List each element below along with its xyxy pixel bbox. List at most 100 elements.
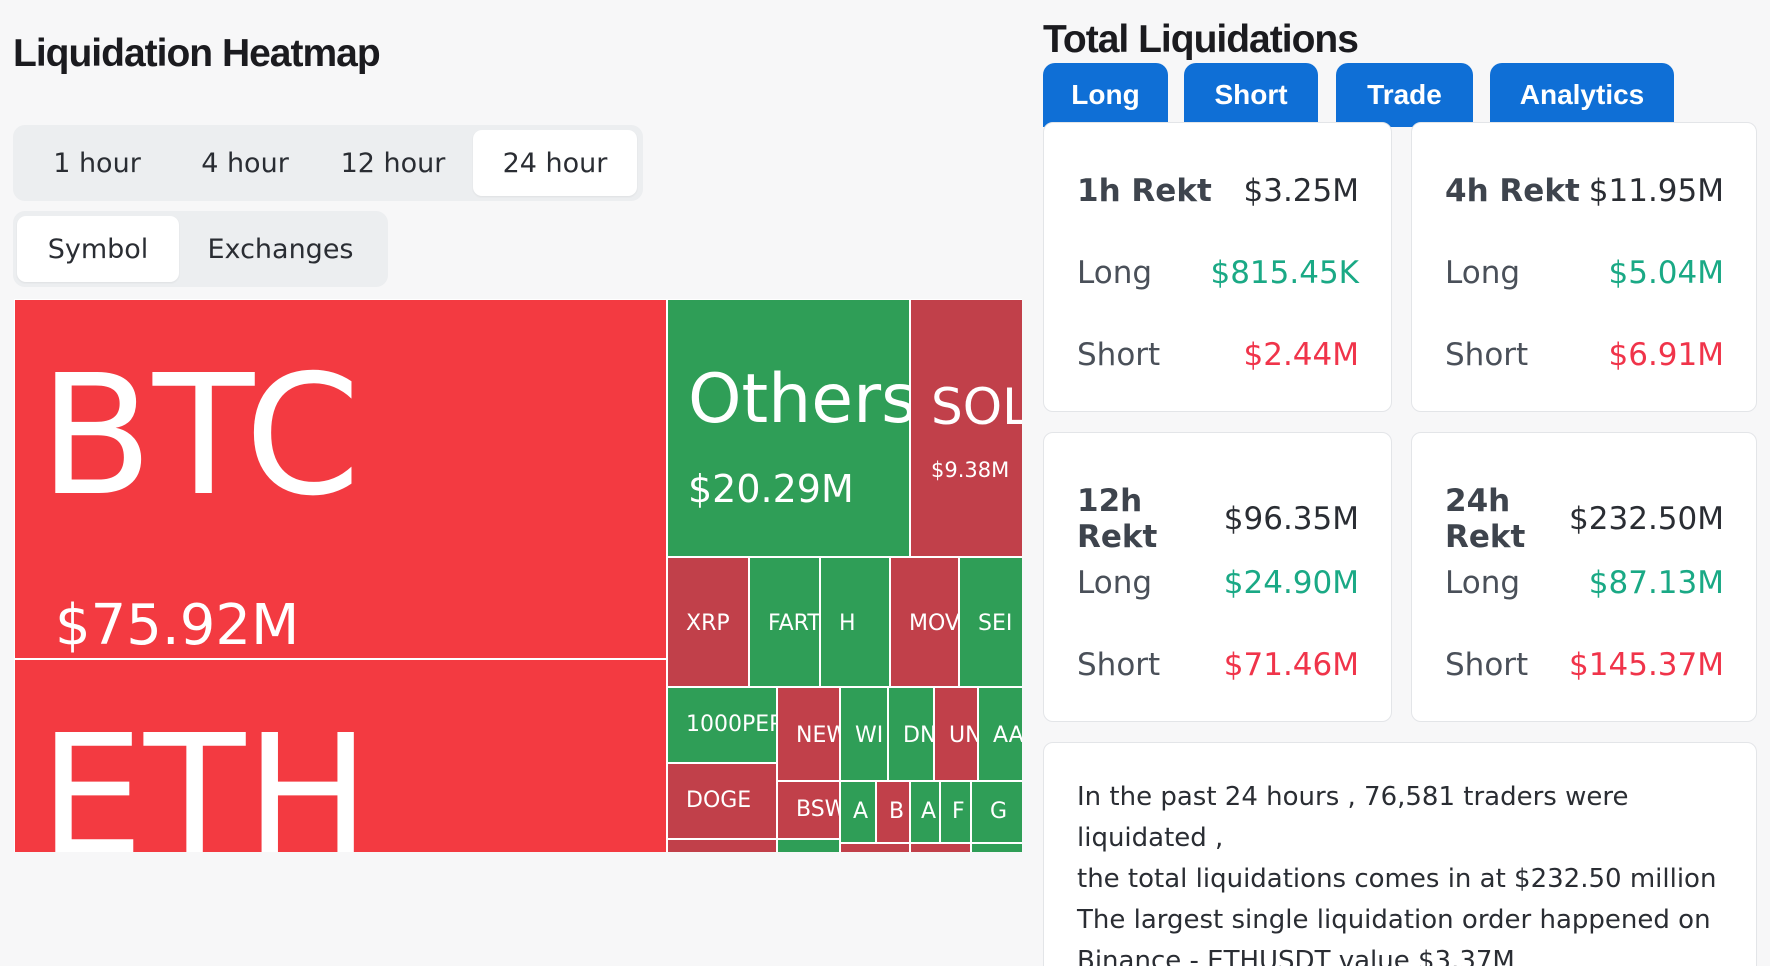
- time-tab-24h[interactable]: 24 hour: [473, 130, 637, 196]
- tab-long[interactable]: Long: [1043, 63, 1168, 127]
- tile-btc[interactable]: BTC $75.92M: [14, 299, 667, 659]
- tile-symbol: G: [990, 799, 1008, 824]
- rekt-card-4h: 4h Rekt $11.95M Long $5.04M Short $6.91M: [1411, 122, 1757, 412]
- long-value: $5.04M: [1608, 255, 1725, 291]
- short-value: $6.91M: [1608, 337, 1725, 373]
- tile-small[interactable]: [667, 839, 777, 852]
- tile-sei[interactable]: SEI: [959, 557, 1022, 687]
- short-value: $71.46M: [1223, 647, 1359, 683]
- tile-symbol: DOGE: [686, 788, 752, 813]
- card-short-row: Short $145.37M: [1445, 647, 1724, 683]
- tile-a[interactable]: A: [910, 781, 940, 843]
- tile-xrp[interactable]: XRP: [667, 557, 749, 687]
- long-label: Long: [1445, 565, 1521, 601]
- tile-others[interactable]: Others $20.29M: [667, 299, 910, 557]
- short-label: Short: [1445, 647, 1529, 683]
- tile-g[interactable]: G: [971, 781, 1022, 843]
- tile-small[interactable]: [777, 839, 840, 852]
- tab-analytics[interactable]: Analytics: [1490, 63, 1674, 127]
- card-period: 4h Rekt: [1445, 173, 1580, 209]
- tile-eth[interactable]: ETH: [14, 659, 667, 852]
- card-header-row: 24h Rekt $232.50M: [1445, 483, 1724, 555]
- tile-un[interactable]: UN: [934, 687, 978, 781]
- tile-h[interactable]: H: [820, 557, 890, 687]
- card-total: $3.25M: [1243, 173, 1360, 209]
- tile-a[interactable]: A: [840, 781, 876, 843]
- tile-f[interactable]: F: [940, 781, 971, 843]
- group-by-selector: Symbol Exchanges: [13, 211, 388, 287]
- tile-value: $75.92M: [55, 593, 300, 658]
- liquidation-summary: In the past 24 hours , 76,581 traders we…: [1043, 742, 1757, 966]
- card-header-row: 12h Rekt $96.35M: [1077, 483, 1359, 555]
- summary-line: Binance - ETHUSDT value $3.37M: [1077, 946, 1515, 966]
- long-value: $24.90M: [1223, 565, 1359, 601]
- tile-symbol: BTC: [39, 340, 361, 533]
- card-short-row: Short $2.44M: [1077, 337, 1359, 373]
- card-total: $232.50M: [1569, 501, 1724, 537]
- card-short-row: Short $6.91M: [1445, 337, 1724, 373]
- card-long-row: Long $87.13M: [1445, 565, 1724, 601]
- rekt-card-12h: 12h Rekt $96.35M Long $24.90M Short $71.…: [1043, 432, 1392, 722]
- tile-symbol: A: [921, 799, 937, 824]
- tile-symbol: SOL: [931, 378, 1022, 436]
- tab-short[interactable]: Short: [1184, 63, 1318, 127]
- short-label: Short: [1445, 337, 1529, 373]
- long-label: Long: [1445, 255, 1521, 291]
- tile-value: $20.29M: [688, 467, 854, 511]
- tile-value: $9.38M: [931, 458, 1010, 482]
- group-tab-exchanges[interactable]: Exchanges: [207, 233, 354, 265]
- summary-line: The largest single liquidation order hap…: [1077, 905, 1711, 935]
- tile-symbol: F: [952, 799, 965, 824]
- tile-symbol: Others: [688, 360, 910, 439]
- tile-symbol: B: [889, 799, 905, 824]
- summary-line: In the past 24 hours , 76,581 traders we…: [1077, 782, 1629, 853]
- tile-mov[interactable]: MOV: [890, 557, 959, 687]
- tile-b[interactable]: B: [876, 781, 910, 843]
- tile-symbol: WI: [855, 723, 884, 748]
- tile-symbol: ETH: [39, 700, 371, 853]
- time-tab-12h[interactable]: 12 hour: [340, 147, 446, 179]
- short-label: Short: [1077, 337, 1161, 373]
- tile-symbol: NEW: [796, 723, 839, 748]
- tile-symbol: H: [839, 611, 856, 636]
- tile-symbol: 1000PEP: [686, 712, 777, 737]
- tile-symbol: BSW: [796, 797, 839, 822]
- tile-small[interactable]: [910, 843, 971, 852]
- card-period: 24h Rekt: [1445, 483, 1526, 555]
- tile-symbol: MOV: [909, 611, 959, 636]
- tile-bsw[interactable]: BSW: [777, 781, 840, 839]
- tile-symbol: UN: [949, 723, 977, 748]
- tile-aa[interactable]: AA: [978, 687, 1022, 781]
- tab-trade[interactable]: Trade: [1336, 63, 1473, 127]
- tile-symbol: XRP: [686, 611, 730, 636]
- long-label: Long: [1077, 565, 1153, 601]
- long-label: Long: [1077, 255, 1153, 291]
- tile-symbol: A: [853, 799, 869, 824]
- card-long-row: Long $5.04M: [1445, 255, 1724, 291]
- card-period: 12h Rekt: [1077, 483, 1158, 555]
- card-header-row: 4h Rekt $11.95M: [1445, 173, 1724, 209]
- tile-dn[interactable]: DN: [888, 687, 934, 781]
- tile-wi[interactable]: WI: [840, 687, 888, 781]
- tile-symbol: SEI: [978, 611, 1013, 636]
- group-tab-symbol[interactable]: Symbol: [17, 216, 179, 282]
- tile-1000pepe[interactable]: 1000PEP: [667, 687, 777, 763]
- card-long-row: Long $815.45K: [1077, 255, 1359, 291]
- short-value: $2.44M: [1243, 337, 1360, 373]
- time-tab-4h[interactable]: 4 hour: [201, 147, 289, 179]
- time-tab-1h[interactable]: 1 hour: [53, 147, 141, 179]
- tile-sol[interactable]: SOL $9.38M: [910, 299, 1022, 557]
- tile-new[interactable]: NEW: [777, 687, 840, 781]
- tile-symbol: FART: [768, 611, 820, 636]
- tile-small[interactable]: [971, 843, 1022, 852]
- tile-fart[interactable]: FART: [749, 557, 820, 687]
- long-value: $87.13M: [1588, 565, 1724, 601]
- time-range-selector: 1 hour 4 hour 12 hour 24 hour: [13, 125, 643, 201]
- card-long-row: Long $24.90M: [1077, 565, 1359, 601]
- tile-doge[interactable]: DOGE: [667, 763, 777, 839]
- heatmap-title: Liquidation Heatmap: [13, 32, 381, 75]
- card-total: $96.35M: [1223, 501, 1359, 537]
- tile-small[interactable]: [840, 843, 910, 852]
- card-short-row: Short $71.46M: [1077, 647, 1359, 683]
